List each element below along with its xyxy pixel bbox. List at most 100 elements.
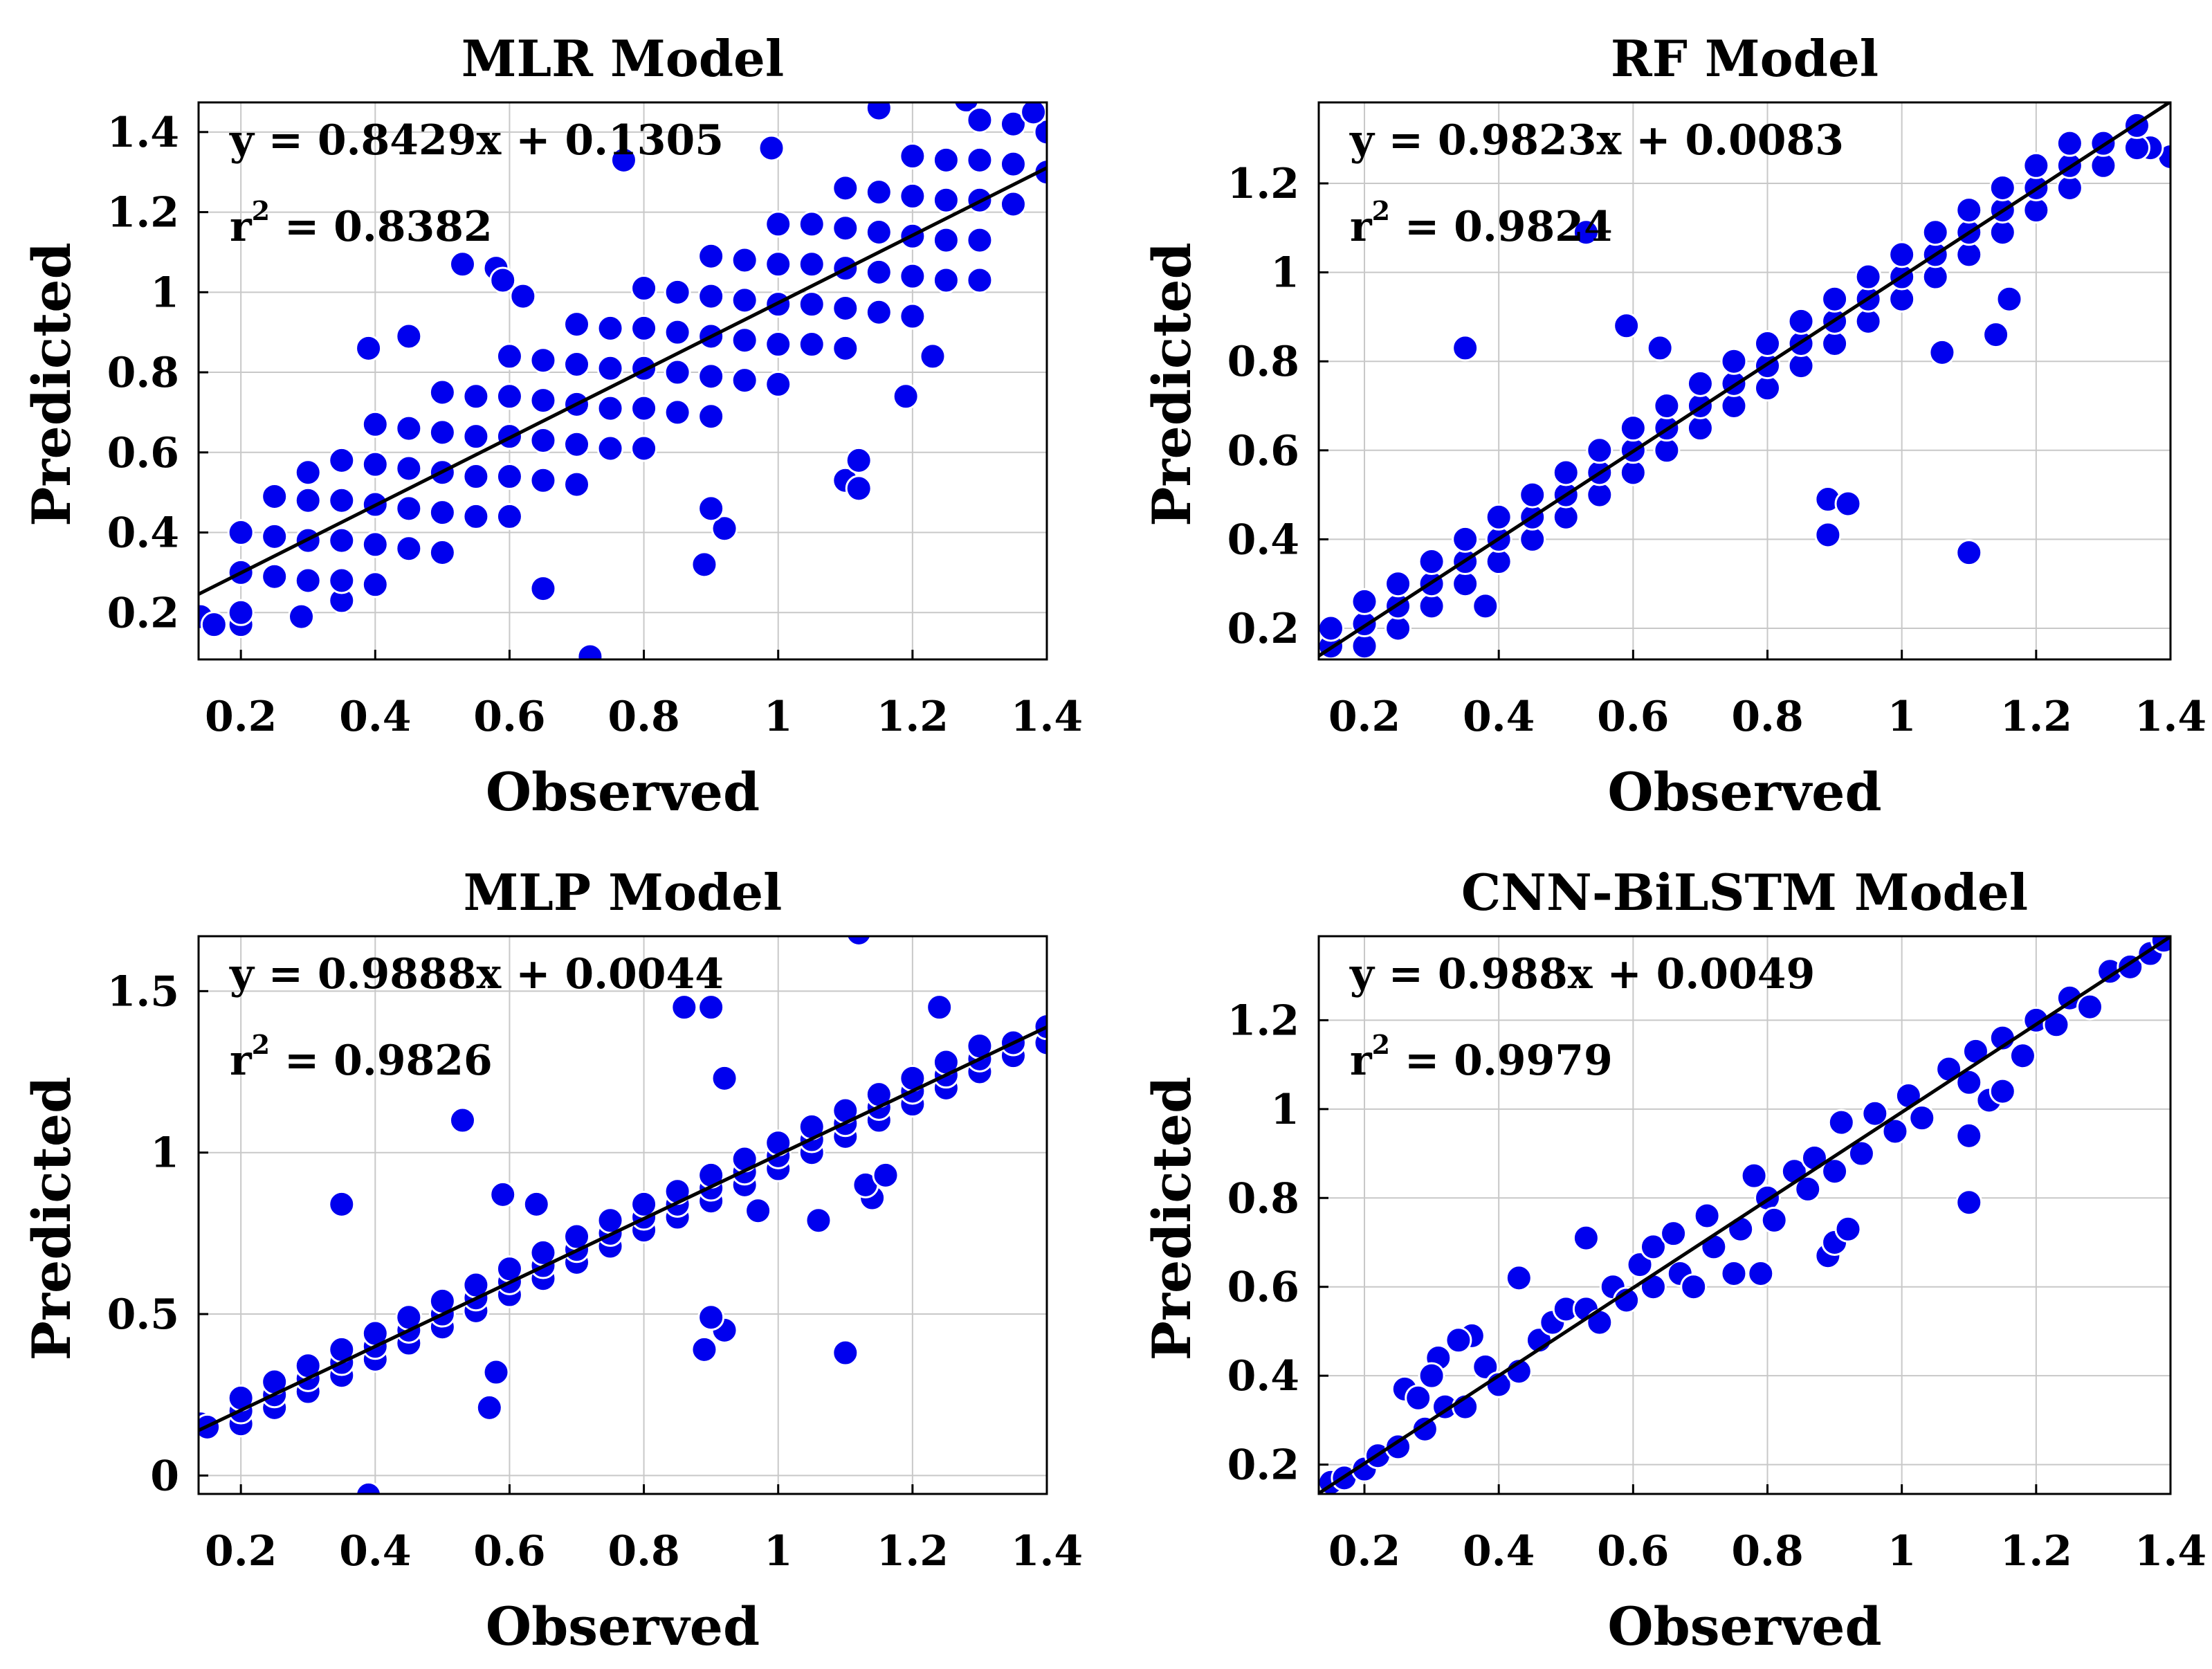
data-point [1881,1118,1909,1145]
data-point [865,102,893,122]
x-tick-label: 1 [1887,1527,1917,1576]
data-point [2123,134,2150,162]
data-point [328,527,356,554]
data-point [1908,1104,1936,1132]
x-axis-label: Observed [486,761,760,823]
data-point [1834,1215,1862,1243]
r-squared-label: r2 = 0.9826 [230,1029,493,1085]
r2-symbol: r [1350,203,1373,251]
data-point [697,363,725,390]
data-point [1619,414,1647,442]
data-point [1572,219,1600,246]
data-point [294,486,322,514]
data-point [294,567,322,594]
r2-superscript: 2 [252,195,270,226]
data-point [1847,1140,1875,1167]
data-point [1552,459,1580,486]
data-point [832,334,859,362]
data-point [428,419,456,446]
data-point [428,499,456,527]
data-point [630,354,658,382]
data-point [1472,592,1499,620]
data-point [1854,307,1882,335]
data-point [691,1335,718,1363]
data-point [462,463,490,491]
data-point [892,383,920,410]
data-point [1384,570,1412,598]
x-tick-label: 1.2 [2000,1527,2072,1576]
data-point [227,519,255,547]
data-point [1411,1415,1438,1443]
y-tick-label: 0.6 [107,429,179,477]
x-tick-label: 0.2 [205,1527,277,1576]
data-point [926,994,953,1021]
data-point [1888,285,1916,313]
data-point [765,210,792,238]
data-point [670,994,698,1021]
data-point [711,515,738,542]
data-point [1572,1224,1600,1252]
scatter-points [199,102,1047,659]
data-point [1928,338,1956,366]
data-point [1814,521,1842,549]
data-point [1519,481,1546,509]
data-point [899,182,926,210]
r-squared-label: r2 = 0.9979 [1350,1029,1613,1085]
data-point [691,551,718,578]
data-point [596,394,624,422]
data-point [448,250,476,278]
x-tick-label: 0.8 [1731,1527,1803,1576]
plot-frame [1317,935,2172,1495]
data-point [294,459,322,486]
data-point [1405,1384,1432,1412]
data-point [610,146,637,174]
data-point [1653,437,1681,464]
data-point [999,110,1027,138]
regression-line [199,1025,1047,1432]
data-point [865,298,893,326]
data-point [966,106,994,134]
data-point [731,367,758,394]
y-tick-label: 1 [1270,1086,1299,1134]
data-point [576,643,604,659]
x-tick-label: 1.2 [877,693,949,741]
data-point [1720,1259,1748,1287]
data-point [999,190,1027,218]
data-point [1989,219,2016,246]
data-point [489,1180,517,1208]
data-point [999,150,1027,178]
data-point [361,571,389,599]
data-point [1982,321,2010,349]
y-tick-label: 0.6 [1227,1264,1299,1312]
r2-value: = 0.8382 [270,203,493,251]
data-point [664,278,691,306]
data-point [1586,481,1614,509]
data-point [1821,1158,1849,1185]
regression-line [199,166,1047,596]
data-point [395,535,423,563]
x-tick-label: 0.4 [1463,693,1535,741]
x-tick-label: 0.4 [339,1527,411,1576]
x-tick-label: 1.2 [2000,693,2072,741]
plot-area [199,936,1047,1494]
data-point [1921,219,1949,246]
data-point [462,502,490,530]
data-point [395,495,423,522]
data-point [865,179,893,206]
data-point [731,286,758,314]
data-point [495,383,523,410]
data-point [529,575,557,603]
y-tick-label: 0.6 [1227,427,1299,475]
r2-symbol: r [230,203,253,251]
data-point [2090,152,2117,179]
r-squared-label: r2 = 0.9824 [1350,195,1613,251]
regression-line [1319,936,2170,1494]
data-point [395,322,423,350]
x-tick-label: 0.4 [1463,1527,1535,1576]
r2-value: = 0.9824 [1390,203,1613,251]
data-point [355,334,383,362]
data-point [462,383,490,410]
data-point [731,246,758,274]
data-point [227,599,255,626]
